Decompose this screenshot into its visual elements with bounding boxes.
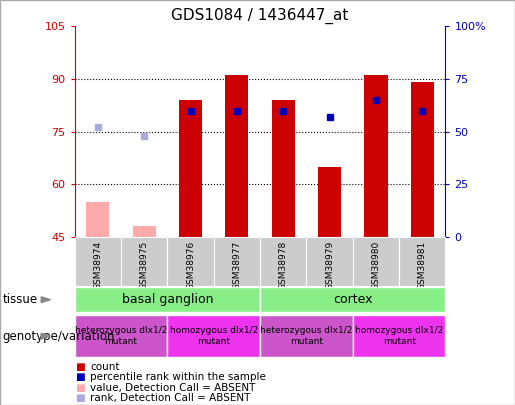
Text: basal ganglion: basal ganglion bbox=[122, 293, 213, 306]
Bar bbox=[226, 75, 248, 237]
Bar bbox=[133, 226, 156, 237]
Bar bbox=[272, 100, 295, 237]
Text: GSM38977: GSM38977 bbox=[232, 241, 242, 290]
Bar bbox=[75, 315, 167, 357]
Bar bbox=[260, 315, 353, 357]
Bar bbox=[318, 167, 341, 237]
Bar bbox=[306, 237, 353, 286]
Text: tissue: tissue bbox=[3, 293, 38, 306]
Text: GSM38980: GSM38980 bbox=[371, 241, 381, 290]
Bar bbox=[260, 237, 306, 286]
Bar bbox=[75, 237, 121, 286]
Text: ■: ■ bbox=[75, 362, 84, 371]
Text: GSM38981: GSM38981 bbox=[418, 241, 427, 290]
Text: GSM38974: GSM38974 bbox=[93, 241, 102, 290]
Bar bbox=[410, 83, 434, 237]
Bar bbox=[167, 315, 260, 357]
Text: ■: ■ bbox=[75, 372, 84, 382]
Text: rank, Detection Call = ABSENT: rank, Detection Call = ABSENT bbox=[90, 393, 250, 403]
Bar bbox=[86, 202, 109, 237]
Text: GSM38979: GSM38979 bbox=[325, 241, 334, 290]
Text: ■: ■ bbox=[75, 393, 84, 403]
Bar bbox=[260, 287, 445, 313]
Bar bbox=[75, 287, 260, 313]
Bar bbox=[353, 237, 399, 286]
Text: heterozygous dlx1/2
mutant: heterozygous dlx1/2 mutant bbox=[75, 326, 167, 346]
Text: count: count bbox=[90, 362, 119, 371]
Text: ■: ■ bbox=[75, 383, 84, 392]
Bar bbox=[214, 237, 260, 286]
Bar bbox=[167, 237, 214, 286]
Text: GSM38976: GSM38976 bbox=[186, 241, 195, 290]
Text: homozygous dlx1/2
mutant: homozygous dlx1/2 mutant bbox=[355, 326, 443, 346]
Bar bbox=[179, 100, 202, 237]
Bar bbox=[121, 237, 167, 286]
Bar bbox=[399, 237, 445, 286]
Text: cortex: cortex bbox=[333, 293, 372, 306]
Bar bbox=[353, 315, 445, 357]
Text: percentile rank within the sample: percentile rank within the sample bbox=[90, 372, 266, 382]
Text: GSM38975: GSM38975 bbox=[140, 241, 149, 290]
Text: GSM38978: GSM38978 bbox=[279, 241, 288, 290]
Bar bbox=[364, 75, 387, 237]
Text: heterozygous dlx1/2
mutant: heterozygous dlx1/2 mutant bbox=[260, 326, 353, 346]
Title: GDS1084 / 1436447_at: GDS1084 / 1436447_at bbox=[171, 7, 349, 23]
Text: genotype/variation: genotype/variation bbox=[3, 330, 115, 343]
Text: value, Detection Call = ABSENT: value, Detection Call = ABSENT bbox=[90, 383, 255, 392]
Text: homozygous dlx1/2
mutant: homozygous dlx1/2 mutant bbox=[169, 326, 258, 346]
